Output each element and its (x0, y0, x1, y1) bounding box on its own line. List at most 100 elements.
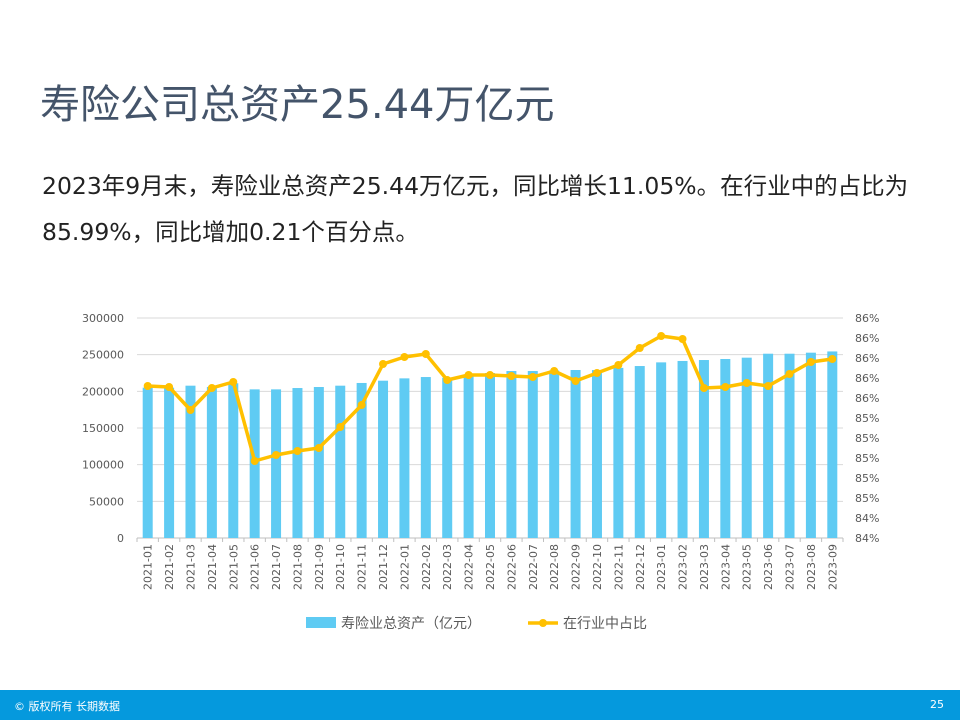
bar (827, 351, 838, 538)
bar (420, 377, 431, 538)
left-tick-label: 150000 (82, 422, 124, 435)
bar (805, 352, 816, 538)
line-point (806, 358, 815, 366)
x-tick-label: 2022-04 (463, 544, 476, 590)
x-tick-label: 2021-06 (249, 544, 262, 590)
line-point (528, 373, 537, 381)
x-tick-label: 2021-03 (184, 544, 197, 590)
bar (570, 369, 581, 538)
left-tick-label: 0 (117, 532, 124, 545)
line-point (699, 384, 708, 392)
bar (206, 386, 217, 538)
right-tick-label: 86% (855, 372, 879, 385)
line-point (721, 383, 730, 391)
line-point (165, 383, 174, 391)
right-tick-label: 85% (855, 412, 879, 425)
bar (142, 387, 153, 538)
page-number: 25 (930, 698, 944, 711)
line-point (186, 406, 195, 414)
line-point (272, 451, 281, 459)
line-point (314, 444, 323, 452)
bar (335, 385, 346, 538)
line-point (207, 384, 216, 392)
right-tick-label: 86% (855, 332, 879, 345)
line-point (657, 332, 666, 340)
x-tick-label: 2021-09 (313, 544, 326, 590)
x-tick-label: 2023-07 (784, 544, 797, 590)
line-point (550, 367, 559, 375)
x-tick-label: 2022-01 (398, 544, 411, 590)
legend-line-label: 在行业中占比 (563, 616, 647, 632)
bar (506, 371, 517, 538)
line-point (635, 344, 644, 352)
bar (399, 378, 410, 538)
x-tick-label: 2023-08 (805, 544, 818, 590)
line-point (421, 350, 430, 358)
line-point (764, 382, 773, 390)
bar (763, 353, 774, 538)
bar (313, 387, 324, 538)
bar (378, 380, 389, 538)
bar (164, 387, 175, 538)
footer-bar: © 版权所有 长期数据 25 (0, 690, 960, 720)
bar (784, 353, 795, 538)
x-tick-label: 2022-03 (441, 544, 454, 590)
x-tick-label: 2022-05 (484, 544, 497, 590)
bar (527, 371, 538, 538)
x-tick-label: 2022-02 (420, 544, 433, 590)
x-tick-label: 2022-08 (548, 544, 561, 590)
line-point (592, 369, 601, 377)
x-tick-label: 2023-06 (762, 544, 775, 590)
x-tick-label: 2021-11 (356, 544, 369, 590)
x-tick-label: 2022-09 (570, 544, 583, 590)
right-tick-label: 86% (855, 352, 879, 365)
right-tick-label: 86% (855, 392, 879, 405)
right-tick-label: 85% (855, 472, 879, 485)
legend-line-marker (539, 619, 547, 627)
line-point (443, 376, 452, 384)
right-tick-label: 84% (855, 532, 879, 545)
x-tick-label: 2023-02 (677, 544, 690, 590)
line-point (293, 447, 302, 455)
line-point (464, 371, 473, 379)
line-point (785, 370, 794, 378)
line-point (614, 361, 623, 369)
x-tick-label: 2023-04 (719, 544, 732, 590)
bar (356, 382, 367, 538)
bar (549, 370, 560, 538)
line-point (143, 382, 152, 390)
line-point (357, 401, 366, 409)
line-point (678, 335, 687, 343)
line-point (379, 360, 388, 368)
chart: 0 50000 100000 150000 200000 250000 300000 84% 8… (82, 312, 879, 632)
x-tick-label: 2022-06 (505, 544, 518, 590)
x-tick-label: 2023-09 (826, 544, 839, 590)
left-tick-label: 250000 (82, 349, 124, 362)
bar (271, 389, 282, 538)
x-tick-label: 2021-07 (270, 544, 283, 590)
x-tick-label: 2022-11 (612, 544, 625, 590)
x-tick-label: 2021-08 (291, 544, 304, 590)
x-tick-label: 2022-10 (591, 544, 604, 590)
x-tick-label: 2021-05 (227, 544, 240, 590)
x-tick-label: 2021-04 (206, 544, 219, 590)
bar (634, 366, 645, 538)
legend-bar-label: 寿险业总资产（亿元） (341, 615, 481, 632)
description-text: 2023年9月末，寿险业总资产25.44万亿元，同比增长11.05%。在行业中的… (42, 172, 909, 246)
line-point (250, 457, 259, 465)
x-tick-label: 2021-10 (334, 544, 347, 590)
right-tick-label: 84% (855, 512, 879, 525)
bar (463, 375, 474, 538)
x-tick-label: 2023-05 (741, 544, 754, 590)
left-tick-label: 100000 (82, 459, 124, 472)
line-point (828, 355, 837, 363)
left-tick-label: 50000 (89, 495, 124, 508)
bar (720, 358, 731, 538)
bar (228, 383, 239, 538)
copyright-text: © 版权所有 长期数据 (14, 700, 120, 713)
legend-bar-swatch (306, 617, 336, 628)
x-tick-label: 2021-01 (142, 544, 155, 590)
page-title: 寿险公司总资产25.44万亿元 (40, 82, 555, 128)
x-tick-label: 2022-07 (527, 544, 540, 590)
line-point (507, 372, 516, 380)
